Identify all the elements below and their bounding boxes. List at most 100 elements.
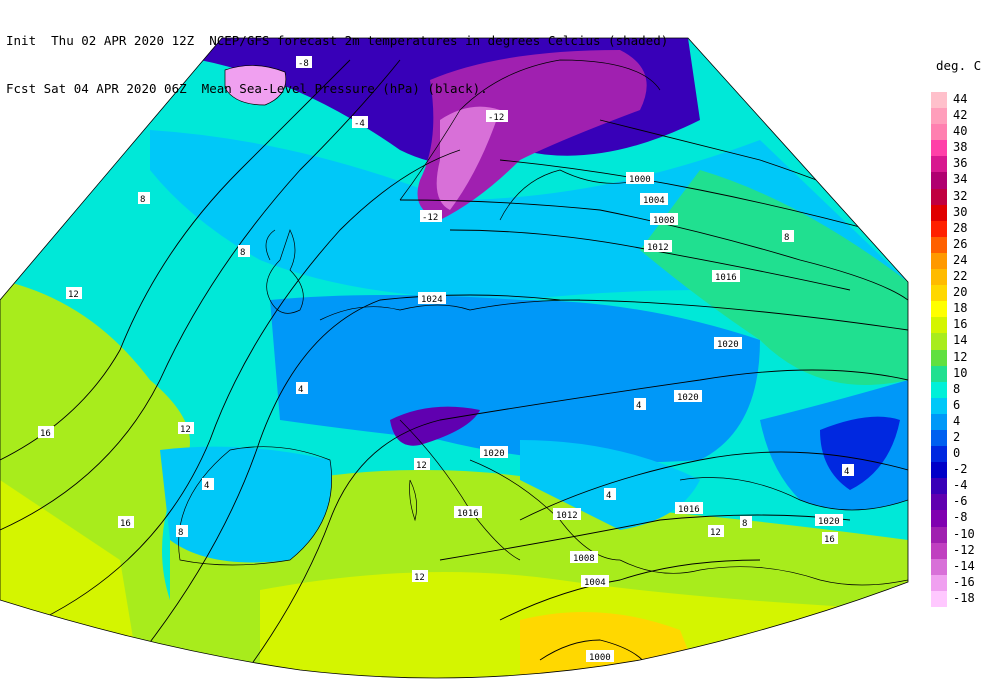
temperature-label: 8 xyxy=(238,245,250,258)
svg-text:8: 8 xyxy=(178,528,183,538)
isobar-label: 1024 xyxy=(418,292,446,305)
legend-entry: -10 xyxy=(931,526,991,543)
legend-label: 26 xyxy=(953,236,968,251)
temperature-label: 4 xyxy=(296,382,308,395)
legend-entry: 38 xyxy=(931,140,991,157)
legend-swatch xyxy=(931,204,947,221)
svg-text:-4: -4 xyxy=(354,119,365,129)
legend-entry: 24 xyxy=(931,252,991,270)
isobar-label: 1008 xyxy=(570,551,598,564)
alps-cold-region xyxy=(390,406,480,446)
svg-text:1000: 1000 xyxy=(589,653,611,663)
temperature-label: 16 xyxy=(118,516,134,529)
legend-label: -14 xyxy=(953,558,975,573)
isobar-label: 1016 xyxy=(454,506,482,519)
legend-label: 16 xyxy=(953,317,968,332)
legend-label: 22 xyxy=(953,269,968,284)
anatolia-colder-region xyxy=(820,416,900,490)
svg-text:16: 16 xyxy=(120,519,131,529)
legend-swatch xyxy=(931,188,947,205)
temperature-label: 8 xyxy=(176,525,188,538)
legend-entry: 36 xyxy=(931,156,991,173)
legend-swatch xyxy=(931,172,947,189)
legend-swatch xyxy=(931,397,947,414)
svg-text:1004: 1004 xyxy=(584,578,606,588)
legend-unit-label: deg. C xyxy=(936,58,982,73)
svg-text:16: 16 xyxy=(824,535,835,545)
legend-swatch xyxy=(931,381,947,398)
isobar-label: 1020 xyxy=(714,337,742,350)
svg-text:8: 8 xyxy=(240,248,245,258)
svg-text:4: 4 xyxy=(844,467,849,477)
map-header: Init Thu 02 APR 2020 12Z NCEP/GFS foreca… xyxy=(6,1,668,113)
temperature-label: 12 xyxy=(414,458,430,471)
legend-swatch xyxy=(931,236,947,253)
legend-label: 42 xyxy=(953,108,968,123)
legend-label: 2 xyxy=(953,429,961,444)
svg-text:1004: 1004 xyxy=(643,196,665,206)
legend-swatch xyxy=(931,446,947,463)
legend-label: -18 xyxy=(953,590,975,605)
map-boundary xyxy=(0,37,909,679)
legend-swatch xyxy=(931,317,947,334)
iceland-cold xyxy=(225,65,286,105)
temperature-label: 16 xyxy=(38,426,54,439)
svg-text:1008: 1008 xyxy=(573,554,595,564)
svg-text:1020: 1020 xyxy=(483,449,505,459)
legend-swatch xyxy=(931,558,947,575)
legend-label: -10 xyxy=(953,526,975,541)
svg-text:1020: 1020 xyxy=(717,340,739,350)
legend-swatch xyxy=(931,252,947,270)
legend-entry: 0 xyxy=(931,446,991,463)
temperature-label: 12 xyxy=(66,287,82,300)
legend-swatch xyxy=(931,574,947,591)
balkans-region xyxy=(520,440,700,530)
legend-entry: 4 xyxy=(931,413,991,430)
legend-entry: -6 xyxy=(931,494,991,511)
legend-swatch xyxy=(931,333,947,350)
svg-text:8: 8 xyxy=(742,519,747,529)
temperature-color-legend: 44 42 40 38 36 34 32 30 28 26 24 22 20 18 16 14 12 10 8 6 4 2… xyxy=(931,92,991,607)
legend-label: 44 xyxy=(953,92,968,106)
svg-text:1020: 1020 xyxy=(818,517,840,527)
svg-text:1016: 1016 xyxy=(678,505,700,515)
legend-label: 0 xyxy=(953,446,961,461)
legend-label: 38 xyxy=(953,140,968,155)
legend-label: 14 xyxy=(953,333,968,348)
legend-label: 36 xyxy=(953,156,968,171)
temperature-label: 8 xyxy=(740,516,752,529)
isobar-label: 1012 xyxy=(553,508,581,521)
legend-entry: 40 xyxy=(931,124,991,141)
legend-swatch xyxy=(931,462,947,479)
svg-text:-12: -12 xyxy=(422,213,438,223)
legend-entry: 22 xyxy=(931,269,991,286)
legend-entry: 8 xyxy=(931,381,991,398)
legend-entry: 28 xyxy=(931,220,991,237)
legend-entry: 14 xyxy=(931,333,991,350)
temperature-label: 12 xyxy=(708,525,724,538)
legend-entry: 6 xyxy=(931,397,991,414)
temperature-label: -4 xyxy=(352,116,368,129)
legend-label: -8 xyxy=(953,510,968,525)
temperature-label: 12 xyxy=(178,422,194,435)
isobar-label: 1000 xyxy=(586,650,614,663)
temperature-label: 8 xyxy=(782,230,794,243)
temperature-label: -8 xyxy=(296,56,312,69)
weather-map: 1000 1004 1008 1012 1016 1020 1024 1020 … xyxy=(0,37,909,679)
isobar-label: 1016 xyxy=(712,270,740,283)
legend-entry: -2 xyxy=(931,462,991,479)
legend-swatch xyxy=(931,140,947,157)
legend-label: 4 xyxy=(953,413,961,428)
legend-label: 24 xyxy=(953,252,968,267)
temperature-label: -12 xyxy=(420,210,442,223)
svg-text:12: 12 xyxy=(68,290,79,300)
isobar-label: 1012 xyxy=(644,240,672,253)
isobar-label: 1020 xyxy=(480,446,508,459)
legend-swatch xyxy=(931,108,947,125)
header-init-line: Init Thu 02 APR 2020 12Z NCEP/GFS foreca… xyxy=(6,33,669,48)
svg-text:12: 12 xyxy=(710,528,721,538)
svg-text:12: 12 xyxy=(416,461,427,471)
svg-text:1016: 1016 xyxy=(457,509,479,519)
svg-text:1008: 1008 xyxy=(653,216,675,226)
legend-entry: -4 xyxy=(931,478,991,495)
